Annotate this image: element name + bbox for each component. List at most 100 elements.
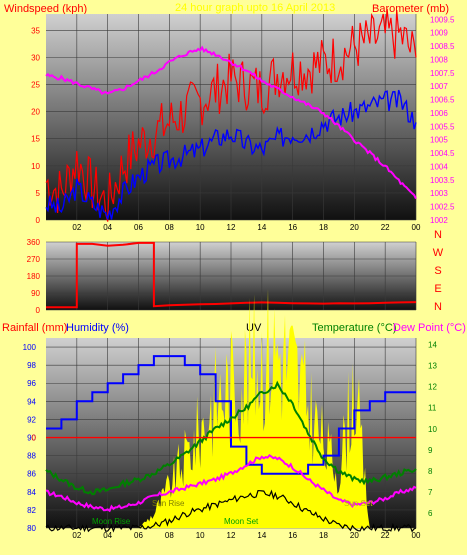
- panel3-x-tick-0: 02: [72, 531, 81, 540]
- baro-y-tick-3: 1003.5: [430, 176, 455, 185]
- humidity-y-tick-2: 84: [27, 488, 36, 497]
- humidity-y-tick-1: 82: [27, 506, 36, 515]
- wind-x-tick-3: 08: [165, 223, 174, 232]
- panel3-x-tick-2: 06: [134, 531, 143, 540]
- baro-y-tick-4: 1004: [430, 162, 448, 171]
- baro-y-tick-8: 1006: [430, 109, 448, 118]
- moon-rise-annotation: Moon Rise: [92, 517, 131, 526]
- wind-y-tick-4: 20: [31, 108, 40, 117]
- temp-y-tick-1: 7: [428, 488, 433, 497]
- compass-label-2: S: [434, 265, 441, 277]
- baro-y-tick-14: 1009: [430, 29, 448, 38]
- wind-y-tick-5: 25: [31, 80, 40, 89]
- panel3-x-tick-7: 16: [288, 531, 297, 540]
- baro-y-tick-12: 1008: [430, 55, 448, 64]
- baro-y-tick-9: 1006.5: [430, 96, 455, 105]
- wind-y-tick-3: 15: [31, 135, 40, 144]
- sun-set-annotation: Sun Set: [344, 499, 373, 508]
- wind-x-tick-8: 18: [319, 223, 328, 232]
- direction-y-tick-2: 180: [27, 272, 41, 281]
- baro-y-tick-2: 1003: [430, 189, 448, 198]
- panel3-x-tick-9: 20: [350, 531, 359, 540]
- wind-x-tick-4: 10: [196, 223, 205, 232]
- temp-y-tick-8: 14: [428, 340, 437, 349]
- compass-label-0: N: [434, 229, 442, 241]
- moon-set-annotation: Moon Set: [224, 517, 259, 526]
- temp-y-tick-4: 10: [428, 425, 437, 434]
- wind-y-tick-6: 30: [31, 53, 40, 62]
- rainfall-title: Rainfall (mm): [2, 322, 67, 334]
- barometer-series: [45, 45, 417, 200]
- wind-y-tick-2: 10: [31, 162, 40, 171]
- direction-y-tick-0: 0: [36, 306, 41, 315]
- temp-y-tick-7: 13: [428, 361, 437, 370]
- wind-x-tick-2: 06: [134, 223, 143, 232]
- panel3-x-tick-6: 14: [257, 531, 266, 540]
- humidity-y-tick-4: 88: [27, 452, 36, 461]
- humidity-y-tick-9: 98: [27, 361, 36, 370]
- humidity-y-tick-10: 100: [23, 343, 37, 352]
- wind-direction-series: [46, 241, 417, 309]
- humidity-y-tick-3: 86: [27, 470, 36, 479]
- humidity-title: Humidity (%): [66, 322, 129, 334]
- direction-y-tick-1: 90: [31, 289, 40, 298]
- wind-x-tick-11: 00: [412, 223, 421, 232]
- temp-y-tick-5: 11: [428, 404, 437, 413]
- wind-y-tick-0: 0: [36, 216, 41, 225]
- humidity-y-tick-6: 92: [27, 415, 36, 424]
- compass-label-3: E: [434, 283, 441, 295]
- baro-y-tick-15: 1009.5: [430, 15, 455, 24]
- dewpoint-series: [45, 453, 417, 513]
- graph-period-title: 24 hour graph upto 16 April 2013: [175, 2, 335, 14]
- wind-x-tick-7: 16: [288, 223, 297, 232]
- humidity-y-tick-8: 96: [27, 379, 36, 388]
- temp-y-tick-6: 12: [428, 383, 437, 392]
- baro-y-tick-10: 1007: [430, 82, 448, 91]
- temp-y-tick-3: 9: [428, 446, 433, 455]
- compass-label-4: N: [434, 301, 442, 313]
- wind-x-tick-6: 14: [257, 223, 266, 232]
- direction-y-tick-3: 270: [27, 255, 41, 264]
- wind-x-tick-5: 12: [227, 223, 236, 232]
- barometer-title: Barometer (mb): [372, 3, 449, 15]
- temp-y-tick-0: 6: [428, 509, 433, 518]
- wind-x-tick-9: 20: [350, 223, 359, 232]
- wind-gust-series: [45, 9, 417, 222]
- wind-x-tick-1: 04: [103, 223, 112, 232]
- panel3-x-tick-3: 08: [165, 531, 174, 540]
- baro-y-tick-11: 1007.5: [430, 69, 455, 78]
- baro-y-tick-13: 1008.5: [430, 42, 455, 51]
- temperature-title: Temperature (°C): [312, 322, 396, 334]
- wind-x-tick-10: 22: [381, 223, 390, 232]
- temperature-series: [45, 380, 417, 496]
- dewpoint-title: Dew Point (°C): [393, 322, 466, 334]
- temp-y-tick-2: 8: [428, 467, 433, 476]
- baro-y-tick-7: 1005.5: [430, 122, 455, 131]
- direction-y-tick-4: 360: [27, 238, 41, 247]
- panel3-x-tick-11: 00: [412, 531, 421, 540]
- baro-y-tick-0: 1002: [430, 216, 448, 225]
- panel3-x-tick-5: 12: [227, 531, 236, 540]
- humidity-series: [46, 355, 416, 475]
- compass-label-1: W: [433, 247, 444, 259]
- panel3-x-tick-1: 04: [103, 531, 112, 540]
- wind-y-tick-7: 35: [31, 26, 40, 35]
- solar-series: [45, 489, 417, 533]
- wind-barometer-panel: 0510152025303510021002.510031003.5100410…: [31, 9, 455, 232]
- panel3-x-tick-4: 10: [196, 531, 205, 540]
- humidity-y-tick-0: 80: [27, 524, 36, 533]
- panel3-x-tick-8: 18: [319, 531, 328, 540]
- humidity-y-tick-5: 90: [27, 434, 36, 443]
- wind-x-tick-0: 02: [72, 223, 81, 232]
- rain-y-tick-0: 0: [32, 434, 37, 443]
- wind-y-tick-1: 5: [36, 189, 41, 198]
- windspeed-title: Windspeed (kph): [4, 3, 87, 15]
- wind-average-series: [45, 89, 417, 220]
- panel3-x-tick-10: 22: [381, 531, 390, 540]
- baro-y-tick-1: 1002.5: [430, 203, 455, 212]
- humidity-y-tick-7: 94: [27, 397, 36, 406]
- baro-y-tick-5: 1004.5: [430, 149, 455, 158]
